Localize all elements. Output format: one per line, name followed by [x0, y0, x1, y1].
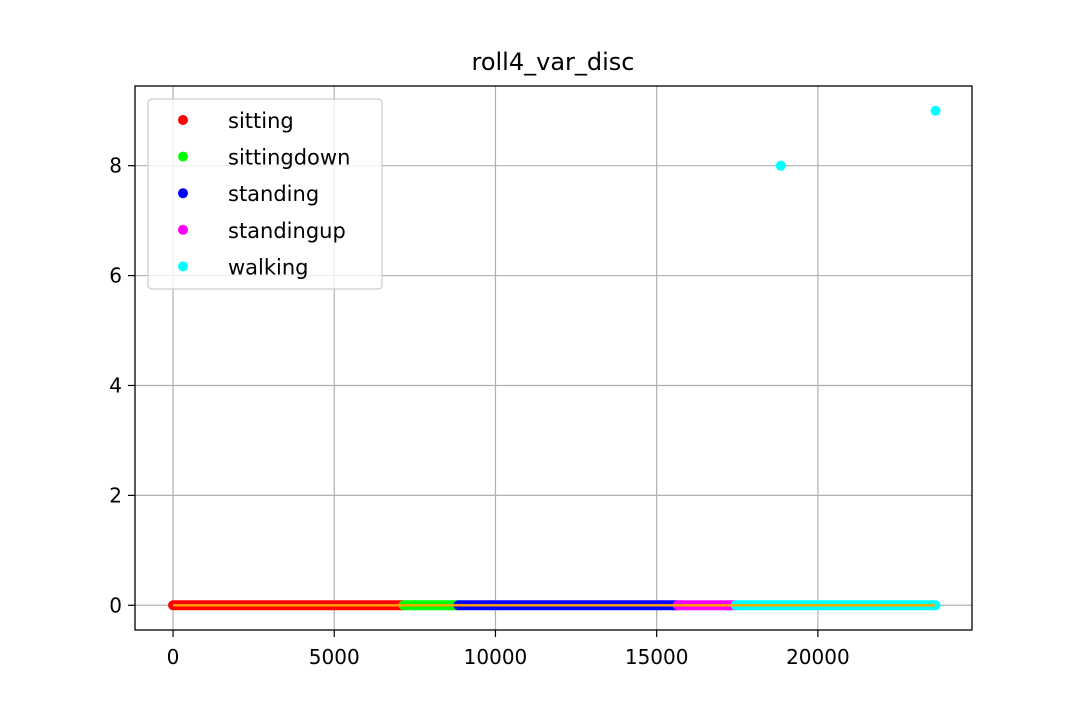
legend-marker-standing [178, 188, 188, 199]
x-tick-label: 10000 [464, 645, 528, 669]
plot-frame [134, 85, 973, 631]
data-point-walking [930, 105, 941, 116]
legend-label-sittingdown: sittingdown [228, 146, 350, 170]
x-tick-label: 20000 [786, 645, 850, 669]
y-tick-label: 8 [109, 154, 122, 178]
y-tick-label: 0 [109, 593, 122, 617]
series-layer [168, 105, 941, 611]
legend-marker-sittingdown [178, 151, 188, 162]
x-tick-label: 15000 [625, 645, 689, 669]
legend-label-sitting: sitting [228, 109, 294, 133]
chart-title: roll4_var_disc [471, 48, 634, 76]
legend-label-standing: standing [228, 182, 319, 206]
legend-marker-standingup [178, 224, 188, 235]
legend-box [147, 98, 383, 290]
y-tick-label: 6 [109, 264, 122, 288]
x-tick-label: 5000 [309, 645, 360, 669]
x-axis: 0 5000 10000 15000 20000 [167, 630, 850, 669]
legend: sitting sittingdown standing standingup walk… [147, 98, 383, 290]
legend-marker-sitting [178, 115, 188, 125]
data-point-walking [775, 160, 786, 171]
legend-label-standingup: standingup [228, 219, 346, 243]
y-tick-label: 2 [109, 483, 122, 507]
y-axis: 0 2 4 6 8 [109, 154, 135, 617]
y-tick-label: 4 [109, 373, 122, 397]
legend-label-walking: walking [228, 255, 309, 279]
legend-marker-walking [178, 261, 188, 272]
series-walking [730, 105, 941, 611]
x-tick-label: 0 [167, 645, 180, 669]
